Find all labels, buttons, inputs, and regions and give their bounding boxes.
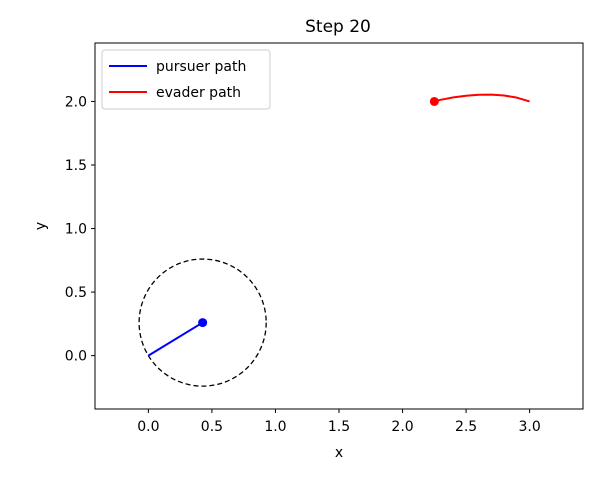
x-tick-label: 2.5 [455,419,477,435]
y-tick-label: 0.5 [65,285,87,301]
capture-radius-circle [138,258,267,387]
y-axis-label: y [33,222,49,230]
pursuer-path-line [147,321,204,357]
legend-box [101,49,271,110]
y-tick-label: 1.5 [65,158,87,174]
evader-path-line [434,93,530,103]
x-tick-label: 1.0 [264,419,286,435]
legend-label-evader: evader path [156,85,241,101]
evader-position-marker [429,96,439,106]
y-tick-label: 2.0 [65,94,87,110]
x-axis-label: x [335,445,343,461]
pursuer-position-marker [198,318,208,328]
x-tick-label: 3.0 [518,419,540,435]
x-tick-label: 0.5 [201,419,223,435]
x-tick-label: 0.0 [137,419,159,435]
plot-data-layer [138,93,530,387]
y-axis: 0.0 0.5 1.0 1.5 2.0 [65,94,95,365]
x-tick-label: 2.0 [391,419,413,435]
chart-title: Step 20 [305,17,371,37]
legend-label-pursuer: pursuer path [156,59,246,75]
x-axis: 0.0 0.5 1.0 1.5 2.0 2.5 3.0 [137,409,541,435]
x-tick-label: 1.5 [328,419,350,435]
legend: pursuer path evader path [101,49,271,110]
y-tick-label: 1.0 [65,222,87,238]
y-tick-label: 0.0 [65,349,87,365]
